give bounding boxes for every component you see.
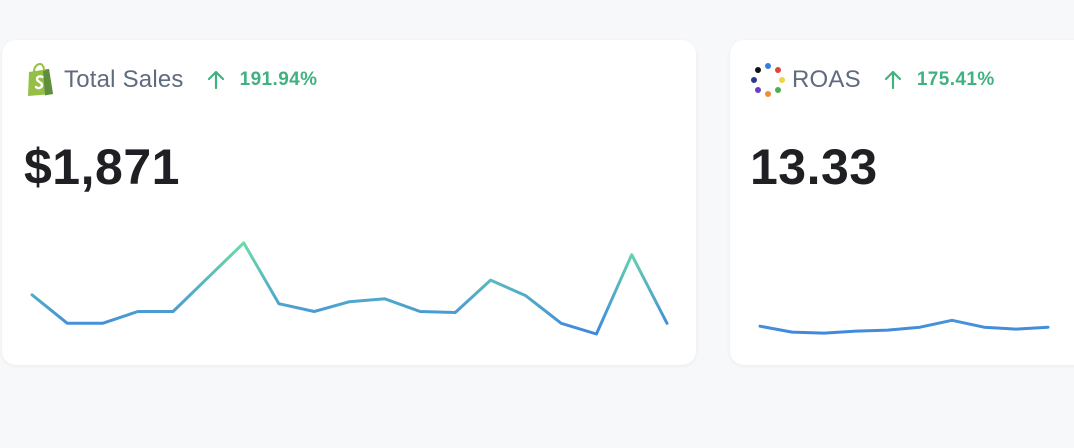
sparkline-point [136, 310, 139, 313]
delta-badge: 191.94% [206, 69, 318, 91]
sparkline-point [277, 302, 280, 305]
dots-ring-icon [750, 62, 786, 98]
sparkline-point [666, 322, 669, 325]
delta-badge: 175.41% [883, 69, 995, 91]
delta-value: 175.41% [916, 69, 995, 90]
total-sales-card[interactable]: Total Sales 191.94% $1,871 [2, 40, 696, 365]
sparkline-point [560, 322, 563, 325]
sparkline-point [855, 330, 858, 333]
sparkline-point [1015, 328, 1018, 331]
sparkline-point [383, 297, 386, 300]
sparkline-point [348, 300, 351, 303]
sparkline-point [630, 253, 633, 256]
card-header: Total Sales 191.94% [22, 62, 676, 98]
sparkline-point [454, 311, 457, 314]
sparkline-point [887, 329, 890, 332]
sparkline-point [242, 241, 245, 244]
sparkline-point [313, 310, 316, 313]
metric-value: 13.33 [750, 139, 878, 195]
card-title: Total Sales [64, 66, 184, 93]
sparkline-point [823, 332, 826, 335]
sparkline-series [30, 241, 669, 336]
arrow-up-icon [207, 70, 224, 90]
sparkline-point [207, 276, 210, 279]
delta-value: 191.94% [239, 69, 318, 90]
metric-value: $1,871 [24, 139, 180, 195]
sparkline-point [66, 322, 69, 325]
sparkline-point [1047, 326, 1050, 329]
sparkline-point [172, 310, 175, 313]
sparkline-point [595, 333, 598, 336]
arrow-up-icon [884, 70, 901, 90]
card-header: ROAS 175.41% [750, 62, 1070, 98]
card-title: ROAS [792, 66, 861, 93]
sparkline-point [759, 325, 762, 328]
sparkline-point [31, 293, 34, 296]
shopify-bag-icon [22, 62, 58, 98]
sparkline-point [489, 279, 492, 282]
sparkline-point [919, 326, 922, 329]
roas-card[interactable]: ROAS 175.41% 13.33 [730, 40, 1074, 365]
sparkline-point [101, 322, 104, 325]
sparkline-point [524, 294, 527, 297]
sparkline-point [951, 319, 954, 322]
sparkline-point [791, 331, 794, 334]
sparkline-point [419, 310, 422, 313]
sparkline-point [983, 326, 986, 329]
sparkline-series [758, 318, 1050, 335]
